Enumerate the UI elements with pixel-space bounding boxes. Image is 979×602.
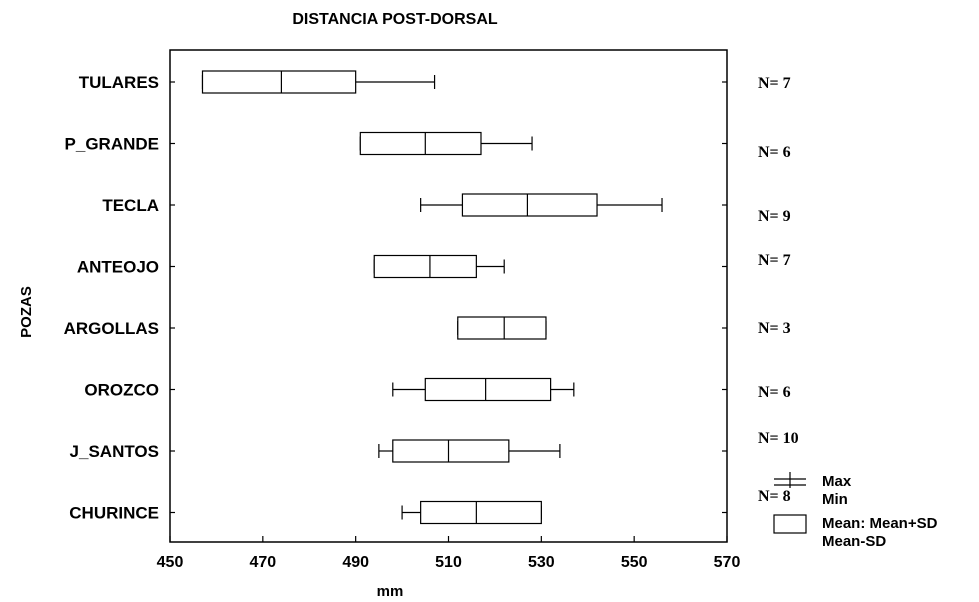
legend-max-label: Max [822, 473, 852, 490]
legend-min-label: Min [822, 491, 848, 508]
n-label: N= 3 [758, 320, 791, 337]
legend-box-symbol [773, 514, 807, 534]
category-label: J_SANTOS [70, 442, 159, 461]
x-tick-label: 550 [621, 554, 648, 571]
n-label: N= 7 [758, 75, 791, 92]
legend-whisker-symbol [774, 472, 806, 488]
category-label: OROZCO [84, 381, 159, 400]
sd-box [359, 131, 482, 156]
sd-box [457, 316, 547, 340]
box-row: TULARES N= 7 [79, 70, 791, 94]
box-row: P_GRANDE N= 6 [65, 131, 791, 161]
legend-sd-label: Mean-SD [822, 533, 886, 550]
category-label: P_GRANDE [65, 135, 159, 154]
category-label: TULARES [79, 73, 159, 92]
n-label: N= 10 [758, 430, 799, 447]
n-label: N= 9 [758, 208, 791, 225]
sd-box [424, 377, 552, 402]
category-label: TECLA [102, 196, 159, 215]
legend: Max Min Mean: Mean+SD Mean-SD [773, 472, 938, 550]
sd-box [201, 70, 357, 94]
x-axis-label: mm [377, 583, 404, 600]
x-tick-label: 570 [714, 554, 741, 571]
box-rows: TULARES N= 7 P_GRANDE N= 6 TECLA N= 9 ANTEOJO N… [64, 70, 799, 525]
n-label: N= 6 [758, 144, 791, 161]
sd-box [373, 254, 477, 279]
plot-frame [169, 49, 728, 543]
category-label: ANTEOJO [77, 258, 159, 277]
sd-box [420, 500, 542, 525]
legend-mean-label: Mean: Mean+SD [822, 515, 938, 532]
box-row: TECLA N= 9 [102, 193, 791, 225]
sd-box [392, 439, 510, 463]
x-tick-label: 470 [249, 554, 276, 571]
chart-title: DISTANCIA POST-DORSAL [292, 11, 498, 28]
category-label: CHURINCE [69, 504, 159, 523]
y-axis-label: POZAS [18, 286, 35, 338]
sd-box [461, 193, 598, 217]
x-tick-label: 450 [157, 554, 184, 571]
box-row: OROZCO N= 6 [84, 377, 791, 402]
box-row: J_SANTOS N= 10 [70, 430, 799, 463]
x-tick-label: 530 [528, 554, 555, 571]
n-label: N= 6 [758, 384, 791, 401]
x-axis-ticks: 450 470 490 510 530 550 570 [157, 536, 741, 571]
box-row: ANTEOJO N= 7 [77, 252, 791, 279]
x-tick-label: 490 [342, 554, 369, 571]
n-label: N= 7 [758, 252, 791, 269]
n-label: N= 8 [758, 488, 791, 505]
category-label: ARGOLLAS [64, 319, 159, 338]
x-tick-label: 510 [435, 554, 462, 571]
box-row: CHURINCE N= 8 [69, 488, 791, 525]
box-row: ARGOLLAS N= 3 [64, 316, 791, 340]
